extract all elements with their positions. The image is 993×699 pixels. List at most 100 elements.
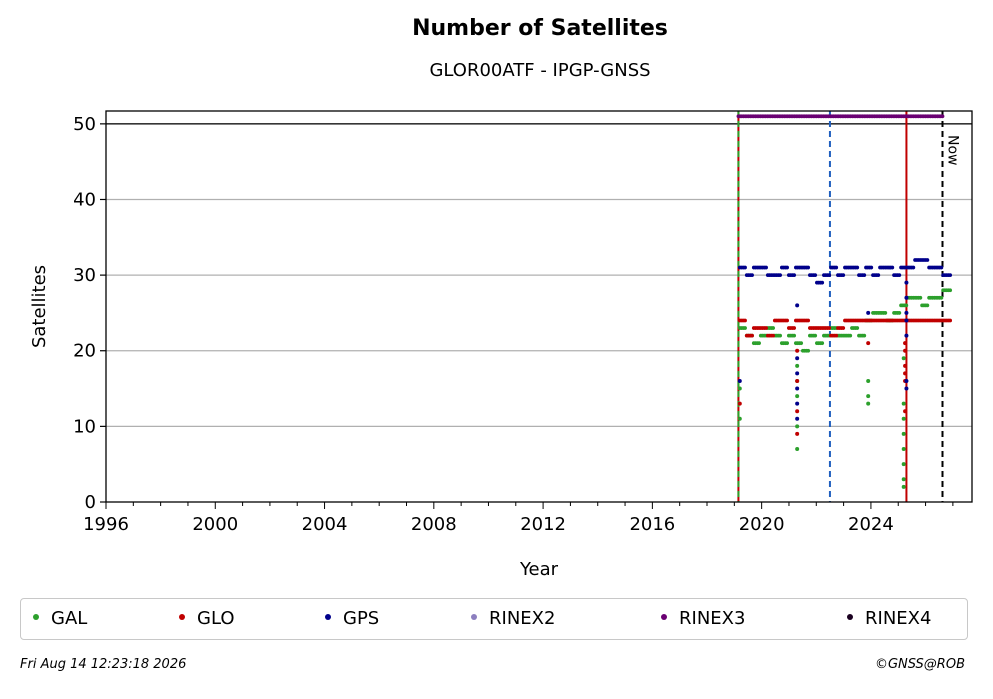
data-point-gps	[764, 265, 768, 270]
data-point-glo	[806, 318, 811, 323]
data-point-glo	[785, 318, 790, 323]
data-point-glo	[903, 409, 908, 414]
x-axis-label: Year	[519, 559, 559, 580]
x-tick-label: 2024	[848, 514, 894, 535]
chart-title: Number of Satellites	[412, 16, 668, 41]
grid-lines	[106, 123, 972, 427]
data-point-gps	[897, 273, 902, 278]
data-point-gal	[792, 333, 797, 338]
data-point-gps	[795, 386, 800, 391]
legend-marker	[661, 614, 667, 620]
data-point-gps	[795, 303, 800, 308]
y-tick-label: 0	[85, 492, 96, 513]
x-tick-label: 2020	[739, 514, 785, 535]
y-tick-label: 30	[73, 265, 96, 286]
y-tick-label: 10	[73, 416, 96, 437]
chart-subtitle: GLOR00ATF - IPGP-GNSS	[429, 60, 651, 81]
data-point-gal	[795, 363, 800, 368]
x-tick-label: 1996	[83, 514, 129, 535]
data-point-gal	[866, 401, 871, 406]
data-point-gal	[737, 386, 742, 391]
data-point-gps	[855, 265, 860, 270]
data-point-gal	[848, 333, 853, 338]
data-points	[736, 114, 953, 489]
x-tick-label: 2004	[302, 514, 348, 535]
data-point-gal	[862, 333, 867, 338]
data-point-gal	[948, 288, 953, 293]
data-point-gps	[866, 310, 871, 315]
data-point-gal	[778, 333, 783, 338]
data-point-gal	[904, 303, 909, 308]
data-point-gps	[834, 265, 839, 270]
legend-label: GPS	[343, 608, 380, 629]
legend-marker	[33, 614, 39, 620]
data-point-gal	[795, 447, 800, 452]
data-point-gal	[795, 394, 800, 399]
legend-marker	[325, 614, 331, 620]
data-point-gps	[778, 273, 783, 278]
legend: GAL GLO GPS RINEX2 RINEX3 RINEX4	[20, 598, 968, 640]
data-point-gps	[904, 386, 909, 391]
data-point-gal	[918, 295, 923, 300]
legend-item-gps: GPS	[325, 605, 379, 633]
data-point-gps	[939, 265, 944, 270]
data-point-glo	[903, 348, 908, 353]
data-point-gps	[795, 371, 800, 376]
data-point-glo	[903, 341, 908, 346]
data-point-gal	[799, 341, 804, 346]
data-point-gps	[785, 265, 790, 270]
data-point-gps	[795, 401, 800, 406]
data-point-gal	[866, 378, 871, 383]
legend-item-rinex2: RINEX2	[471, 605, 555, 633]
data-point-gps	[795, 356, 800, 361]
data-point-glo	[737, 401, 742, 406]
data-point-gps	[841, 273, 846, 278]
marker-lines	[737, 111, 944, 502]
data-point-glo	[834, 333, 839, 338]
data-point-gal	[813, 333, 818, 338]
legend-item-gal: GAL	[33, 605, 87, 633]
data-point-gps	[911, 265, 916, 270]
data-point-glo	[771, 333, 775, 338]
data-point-gps	[904, 295, 909, 300]
legend-marker	[847, 614, 853, 620]
data-point-gps	[904, 378, 909, 383]
y-tick-label: 40	[73, 189, 96, 210]
legend-marker	[471, 614, 477, 620]
data-point-gal	[901, 416, 906, 421]
data-point-gal	[866, 394, 871, 399]
data-point-gal	[771, 326, 775, 330]
data-point-glo	[795, 431, 800, 436]
data-point-gal	[743, 326, 747, 330]
footer-timestamp: Fri Aug 14 12:23:18 2026	[20, 657, 187, 672]
legend-item-glo: GLO	[179, 605, 235, 633]
data-point-gal	[757, 341, 761, 346]
data-point-gps	[750, 273, 754, 278]
data-point-gal	[737, 416, 742, 421]
legend-label: GLO	[197, 608, 235, 629]
data-point-gps	[820, 280, 825, 285]
data-point-gal	[901, 477, 906, 482]
data-point-gal	[901, 484, 906, 489]
legend-item-rinex4: RINEX4	[847, 605, 931, 633]
satellites-chart: 0 10 20 30 40 50 1996 2000 2004 2008 2012 2016 2020 2…	[29, 110, 973, 580]
data-point-gal	[806, 348, 811, 353]
data-point-gps	[890, 265, 895, 270]
legend-label: GAL	[51, 608, 88, 629]
data-point-gal	[785, 341, 790, 346]
footer-credit: ©GNSS@ROB	[874, 657, 965, 672]
data-point-gps	[827, 273, 832, 278]
data-point-gal	[855, 326, 860, 330]
legend-label: RINEX3	[679, 608, 746, 629]
data-point-gps	[904, 310, 909, 315]
legend-item-rinex3: RINEX3	[661, 605, 745, 633]
data-point-gps	[743, 265, 747, 270]
data-point-gal	[939, 295, 944, 300]
data-point-gal	[901, 401, 906, 406]
data-point-gal	[795, 424, 800, 429]
data-point-gal	[901, 431, 906, 436]
data-point-gps	[925, 258, 930, 262]
data-point-gal	[925, 303, 930, 308]
x-tick-label: 2012	[520, 514, 566, 535]
axis-ticks: 0 10 20 30 40 50 1996 2000 2004 2008 2012 2016 2020 2…	[73, 114, 954, 535]
